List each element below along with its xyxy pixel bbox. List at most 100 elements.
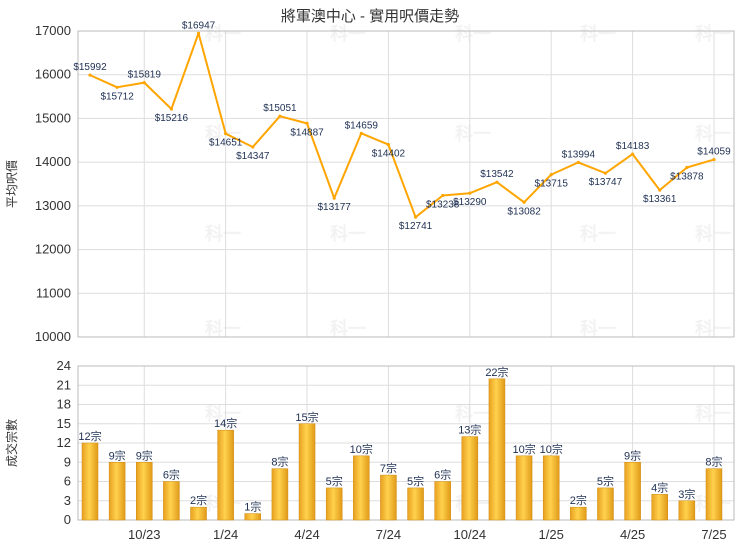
watermark-text: 科一 <box>695 403 731 424</box>
volume-bar <box>651 494 668 521</box>
watermark-text: 科一 <box>330 23 366 44</box>
volume-data-label: 6宗 <box>163 468 180 482</box>
volume-data-label: 12宗 <box>78 429 101 443</box>
volume-data-label: 2宗 <box>570 493 587 507</box>
volume-bar <box>353 455 370 521</box>
x-tick-label: 1/25 <box>539 527 564 542</box>
price-point <box>712 157 716 162</box>
y-tick-label: 13000 <box>35 198 71 213</box>
price-data-label: $13994 <box>562 149 596 160</box>
y-tick-label: 14000 <box>35 154 71 169</box>
volume-bar <box>163 481 180 521</box>
y-tick-label: 9 <box>64 454 71 469</box>
volume-bar <box>271 468 289 521</box>
price-point <box>495 180 499 184</box>
y-tick-label: 24 <box>57 358 71 373</box>
price-data-label: $13878 <box>670 171 704 182</box>
price-point <box>631 152 635 156</box>
price-data-label: $14183 <box>616 141 650 152</box>
x-tick-label: 10/23 <box>128 527 161 542</box>
volume-data-label: 5宗 <box>407 474 424 488</box>
price-data-label: $15712 <box>100 91 134 102</box>
price-point <box>576 160 580 165</box>
price-point <box>224 132 228 136</box>
price-point <box>441 193 445 198</box>
price-data-label: $13715 <box>535 179 569 190</box>
watermark-text: 科一 <box>205 318 241 339</box>
volume-bar <box>136 462 153 521</box>
y-tick-label: 12 <box>57 435 71 450</box>
price-data-label: $14887 <box>290 127 324 138</box>
y-tick-label: 10000 <box>35 329 71 344</box>
volume-bar <box>624 462 641 521</box>
volume-data-label: 14宗 <box>214 416 237 430</box>
price-data-label: $13747 <box>589 177 623 188</box>
watermark-layer: 科一科一科一科一科一科一科一科一科一科一科一科一科一科一科一科一科一科一科一科一… <box>205 23 731 514</box>
volume-data-label: 8宗 <box>705 455 722 469</box>
x-tick-label: 4/25 <box>620 527 645 542</box>
price-data-label: $12741 <box>399 221 433 232</box>
price-data-label: $13542 <box>480 169 514 180</box>
y-tick-label: 21 <box>57 377 71 392</box>
volume-data-label: 4宗 <box>651 480 668 494</box>
x-tick-label: 10/24 <box>454 527 487 542</box>
price-point <box>278 114 282 118</box>
volume-bar <box>298 423 316 521</box>
price-data-label: $13238 <box>426 199 460 210</box>
price-point <box>658 188 662 192</box>
watermark-text: 科一 <box>205 223 241 244</box>
y-tick-label: 0 <box>64 512 71 527</box>
y-tick-label: 11000 <box>36 285 71 300</box>
volume-bar-chart: 0 3 6 9 12 15 18 21 24 10/23 1/24 4/24 7/24 10/24 1/25… <box>4 358 735 542</box>
watermark-text: 科一 <box>695 123 731 144</box>
watermark-text: 科一 <box>455 23 491 44</box>
volume-bar <box>407 487 424 521</box>
price-point <box>115 85 119 89</box>
price-data-label: $14659 <box>345 120 379 131</box>
plot-frame <box>77 30 735 338</box>
volume-data-label: 9宗 <box>109 448 126 462</box>
price-point <box>142 81 146 85</box>
watermark-text: 科一 <box>205 123 241 144</box>
price-data-label: $14651 <box>209 138 243 149</box>
volume-bar <box>705 468 723 521</box>
price-point <box>359 131 363 135</box>
volume-data-label: 22宗 <box>485 365 508 379</box>
volume-bar <box>570 506 587 521</box>
volume-bar <box>81 442 99 521</box>
price-point <box>549 173 553 177</box>
volume-bar <box>217 429 234 521</box>
price-point <box>169 107 173 111</box>
volume-data-label: 5宗 <box>326 474 343 488</box>
watermark-text: 科一 <box>695 23 731 44</box>
volume-data-label: 1宗 <box>244 500 261 514</box>
volume-bar <box>434 481 451 521</box>
volume-bar <box>461 436 479 521</box>
price-point <box>685 165 689 170</box>
price-point <box>386 142 391 147</box>
y-tick-label: 17000 <box>35 23 71 38</box>
y-axis-label: 成交宗數 <box>4 419 19 467</box>
price-line-chart: 10000 11000 12000 13000 14000 15000 16000 17000… <box>5 20 735 344</box>
volume-bar <box>488 378 506 521</box>
price-data-label: $14347 <box>236 151 270 162</box>
y-tick-label: 16000 <box>35 67 71 82</box>
watermark-text: 科一 <box>580 223 616 244</box>
volume-data-label: 5宗 <box>597 474 614 488</box>
volume-data-label: 9宗 <box>136 448 153 462</box>
volume-data-label: 10宗 <box>540 442 563 456</box>
volume-data-label: 13宗 <box>458 423 481 437</box>
watermark-text: 科一 <box>205 23 241 44</box>
watermark-text: 科一 <box>455 403 491 424</box>
price-data-label: $13082 <box>507 206 541 217</box>
price-point <box>603 171 608 175</box>
price-data-label: $14402 <box>372 149 406 160</box>
watermark-text: 科一 <box>455 123 491 144</box>
volume-bar <box>597 487 614 521</box>
watermark-text: 科一 <box>695 223 731 244</box>
volume-data-label: 10宗 <box>350 442 373 456</box>
volume-bar <box>542 455 560 521</box>
price-data-label: $15819 <box>128 70 162 81</box>
price-point <box>468 191 472 195</box>
